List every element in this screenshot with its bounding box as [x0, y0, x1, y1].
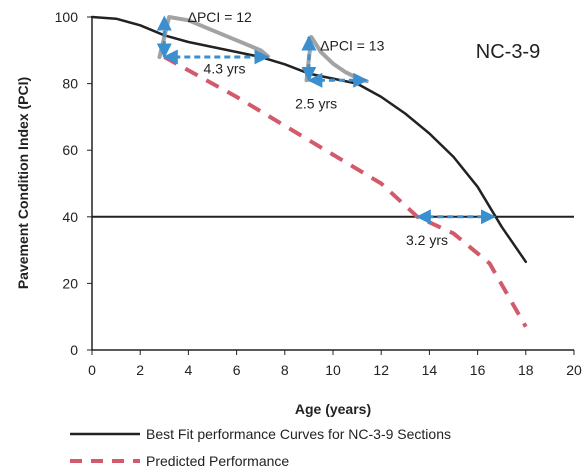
x-tick-label: 10 — [325, 362, 341, 378]
axes — [91, 17, 574, 351]
y-tick-label: 60 — [62, 142, 78, 158]
x-tick-label: 0 — [88, 362, 96, 378]
legend-label-predicted: Predicted Performance — [146, 453, 289, 469]
annotations: ΔPCI = 12 4.3 yrs ΔPCI = 13 2.5 yrs 3.2 yrs — [188, 9, 448, 248]
y-tick-label: 40 — [62, 209, 78, 225]
annotation-5: 3.2 yrs — [406, 232, 448, 248]
x-tick-label: 2 — [136, 362, 144, 378]
x-tick-label: 4 — [185, 362, 193, 378]
annotation-4: 2.5 yrs — [295, 96, 337, 112]
x-tick-labels: 0 2 4 6 8 10 12 14 16 18 20 — [88, 350, 582, 378]
x-tick-label: 14 — [422, 362, 438, 378]
x-tick-label: 16 — [470, 362, 486, 378]
x-tick-label: 6 — [233, 362, 241, 378]
y-tick-label: 100 — [55, 9, 79, 25]
x-tick-label: 18 — [518, 362, 534, 378]
arrows — [156, 15, 496, 225]
x-tick-label: 20 — [566, 362, 582, 378]
y-tick-label: 80 — [62, 76, 78, 92]
y-tick-labels: 0 20 40 60 80 100 — [55, 9, 92, 358]
annotation-1: ΔPCI = 12 — [188, 9, 252, 25]
legend-label-best-fit: Best Fit performance Curves for NC-3-9 S… — [146, 426, 451, 442]
y-axis-title: Pavement Condition Index (PCI) — [15, 77, 31, 289]
y-tick-label: 20 — [62, 275, 78, 291]
series-predicted — [163, 55, 528, 328]
legend: Best Fit performance Curves for NC-3-9 S… — [70, 426, 451, 469]
x-tick-label: 8 — [281, 362, 289, 378]
annotation-2: 4.3 yrs — [204, 61, 246, 77]
y-tick-label: 0 — [70, 342, 78, 358]
x-axis-title: Age (years) — [295, 401, 371, 417]
annotation-3: ΔPCI = 13 — [320, 37, 384, 53]
x-tick-label: 12 — [373, 362, 389, 378]
corner-label: NC-3-9 — [476, 41, 540, 63]
